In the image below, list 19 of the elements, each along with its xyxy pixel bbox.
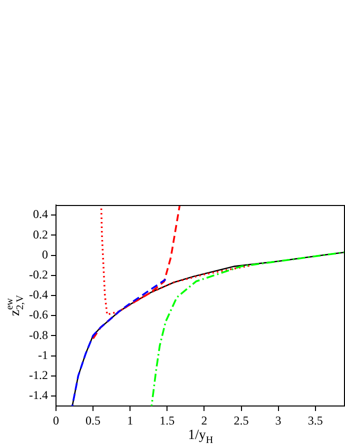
y-tick-label: -1.2 bbox=[29, 368, 48, 382]
y-tick-label: -0.2 bbox=[29, 268, 48, 282]
y-tick-label: -0.4 bbox=[29, 288, 48, 302]
y-tick-label: -1 bbox=[38, 348, 48, 362]
x-tick-label: 1 bbox=[127, 413, 134, 428]
y-tick-label: 0.2 bbox=[33, 227, 48, 242]
y-tick-label: -0.8 bbox=[29, 328, 48, 342]
x-tick-label: 0 bbox=[53, 413, 59, 428]
y-tick-label: -1.4 bbox=[29, 388, 48, 402]
y-axis-title: z2,Vew bbox=[4, 294, 26, 316]
x-tick-label: 3.5 bbox=[308, 413, 323, 428]
y-tick-label: -0.6 bbox=[29, 308, 48, 322]
y-tick-label: 0 bbox=[42, 247, 48, 262]
x-tick-label: 0.5 bbox=[86, 413, 101, 428]
x-tick-label: 1.5 bbox=[160, 413, 175, 428]
x-tick-label: 2.5 bbox=[234, 413, 249, 428]
x-tick-label: 3 bbox=[275, 413, 282, 428]
x-tick-label: 2 bbox=[201, 413, 208, 428]
y-tick-label: 0.4 bbox=[33, 207, 48, 222]
